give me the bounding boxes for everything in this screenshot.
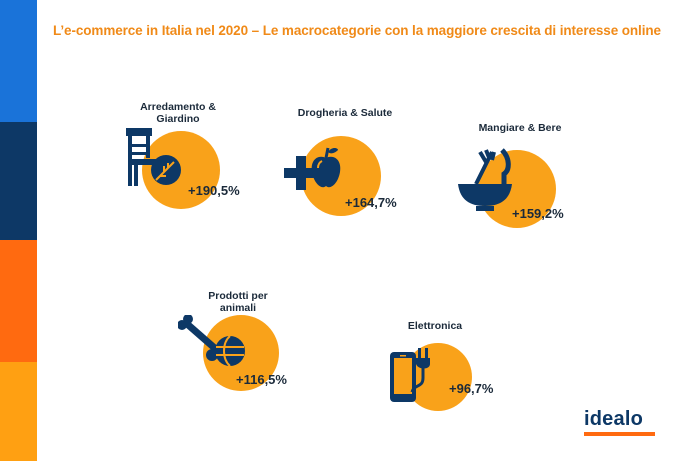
category-label: Drogheria & Salute <box>297 107 393 119</box>
growth-value: +159,2% <box>512 206 564 221</box>
idealo-logo: idealo <box>584 408 643 430</box>
phone-plug-icon <box>390 348 430 402</box>
bowl-cutlery-icon <box>458 148 512 211</box>
category-label: Prodotti per animali <box>208 290 268 314</box>
growth-value: +116,5% <box>236 372 287 387</box>
category-label: Mangiare & Bere <box>478 122 562 134</box>
logo-underline <box>584 432 655 436</box>
category-label: Elettronica <box>407 320 463 332</box>
sidebar-stripe-navy <box>0 122 37 240</box>
sidebar-stripe-yellow <box>0 362 37 461</box>
category-label: Arredamento & Giardino <box>140 101 216 125</box>
sidebar-stripe-orange <box>0 240 37 362</box>
growth-value: +96,7% <box>449 381 494 396</box>
cross-apple-icon <box>284 147 341 190</box>
sidebar-stripe-blue <box>0 0 37 122</box>
growth-value: +190,5% <box>188 183 240 198</box>
chair-leaf-icon <box>126 128 181 186</box>
growth-value: +164,7% <box>345 195 397 210</box>
bone-ball-icon <box>178 315 245 367</box>
page-title: L’e-commerce in Italia nel 2020 – Le mac… <box>53 23 661 38</box>
